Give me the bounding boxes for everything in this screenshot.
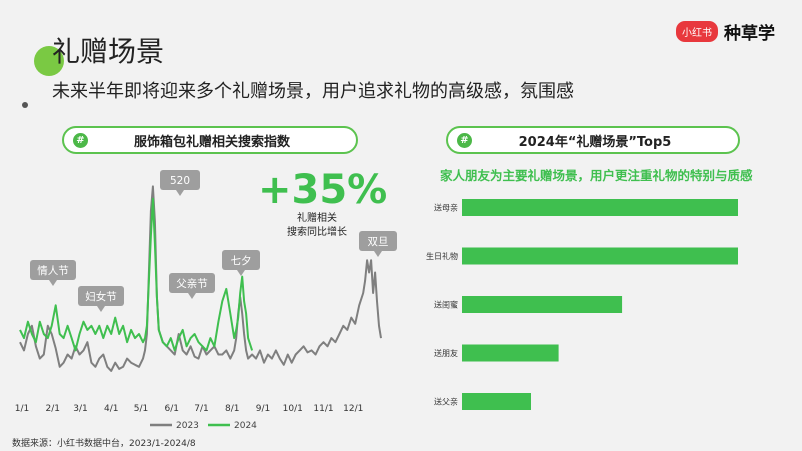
callout-bubble — [169, 273, 215, 293]
x-tick-label: 7/1 — [194, 404, 208, 414]
x-tick-label: 5/1 — [134, 404, 148, 414]
bar-category-label: 送父亲 — [434, 397, 458, 407]
bullet-dot — [22, 102, 28, 108]
x-tick-label: 10/1 — [283, 404, 303, 414]
x-axis-ticks: 1/1 2/1 3/1 4/1 5/1 6/1 7/1 8/1 9/1 10/1 11/1 12/1 — [15, 404, 364, 414]
bar-category-label: 送朋友 — [434, 348, 458, 358]
bar-送闺蜜 — [462, 296, 623, 313]
x-tick-label: 2/1 — [46, 404, 60, 414]
bar-category-label: 送闺蜜 — [434, 300, 458, 310]
bar-生日礼物 — [462, 247, 738, 265]
brand-logo: 小红书 种草学 — [676, 19, 775, 44]
x-tick-label: 3/1 — [73, 404, 87, 414]
callout-pointer — [374, 251, 382, 257]
data-source: 数据来源：小红书数据中台，2023/1-2024/8 — [12, 439, 196, 449]
callout-label: 双旦 — [368, 236, 389, 248]
callout-bubble — [359, 231, 397, 251]
callout-label: 520 — [170, 175, 190, 187]
left-panel-title: 服饰箱包礼赠相关搜索指数 — [133, 134, 290, 150]
callout-pointer — [97, 306, 105, 312]
bar-category-label: 送母亲 — [434, 203, 458, 213]
line-legend: 2023 2024 — [150, 421, 257, 431]
callout-bubble — [30, 260, 76, 280]
bar-送父亲 — [462, 393, 531, 410]
growth-note: 礼赠相关 搜索同比增长 — [270, 212, 364, 240]
callout-pointer — [176, 190, 184, 196]
right-panel-header: # 2024年“礼赠场景”Top5 — [446, 126, 740, 154]
right-panel-title: 2024年“礼赠场景”Top5 — [518, 134, 672, 150]
callout-label: 七夕 — [231, 255, 252, 267]
callout-bubble — [222, 250, 260, 270]
callout-label: 妇女节 — [85, 290, 117, 303]
brand-badge: 小红书 — [676, 21, 718, 42]
left-panel-header: # 服饰箱包礼赠相关搜索指数 — [62, 126, 358, 154]
callout-pointer — [237, 270, 245, 276]
callout-bubble — [78, 286, 124, 306]
x-tick-label: 6/1 — [165, 404, 179, 414]
x-tick-label: 9/1 — [256, 404, 270, 414]
hash-icon: # — [73, 132, 88, 148]
growth-value: +35% — [258, 167, 388, 213]
right-panel-subtitle: 家人朋友为主要礼赠场景，用户更注重礼物的特别与质感 — [440, 168, 753, 183]
growth-note-line-1: 礼赠相关 — [297, 213, 337, 224]
page-title: 礼赠场景 — [52, 35, 165, 68]
legend-label: 2024 — [234, 421, 257, 431]
callout-label: 父亲节 — [176, 277, 208, 290]
decorative-green-circle — [34, 46, 64, 76]
legend-label: 2023 — [176, 421, 199, 431]
bar-送朋友 — [462, 344, 559, 362]
growth-note-line-2: 搜索同比增长 — [287, 227, 347, 238]
bar-送母亲 — [462, 199, 738, 216]
callout-label: 情人节 — [37, 264, 69, 277]
line-series-2024 — [19, 197, 254, 352]
line-series-group — [19, 185, 382, 372]
x-tick-label: 4/1 — [104, 404, 118, 414]
callout-bubble — [160, 170, 200, 190]
bar-category-label: 生日礼物 — [426, 251, 458, 261]
hash-icon: # — [457, 132, 472, 148]
x-tick-label: 11/1 — [313, 404, 333, 414]
x-tick-label: 8/1 — [225, 404, 239, 414]
x-tick-label: 12/1 — [343, 404, 363, 414]
line-series-2023 — [19, 185, 382, 372]
page-subtitle: 未来半年即将迎来多个礼赠场景，用户追求礼物的高级感，氛围感 — [52, 81, 574, 102]
x-tick-label: 1/1 — [15, 404, 29, 414]
bar-group — [462, 199, 738, 410]
brand-name: 种草学 — [724, 24, 775, 44]
callout-pointer — [49, 280, 57, 286]
callout-pointer — [188, 293, 196, 299]
